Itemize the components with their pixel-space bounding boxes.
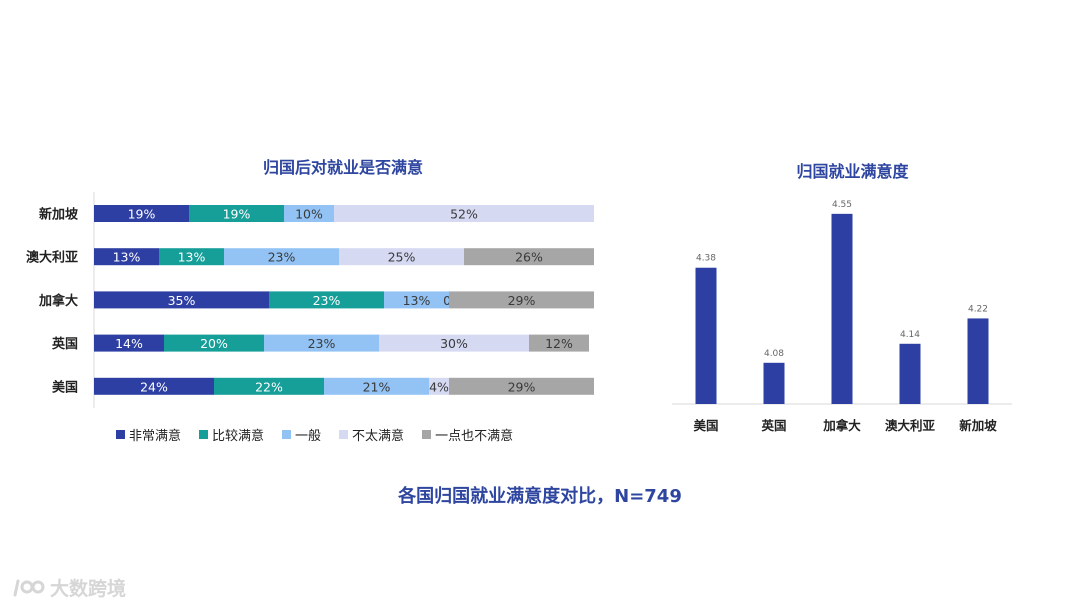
- legend-label: 一点也不满意: [435, 429, 514, 444]
- stacked-bar-segment: [269, 291, 384, 309]
- watermark-logo-icon: [13, 579, 45, 596]
- stacked-bar-segment: [164, 334, 264, 352]
- watermark: 大数跨境: [12, 574, 126, 601]
- segment-data-label: 19%: [128, 207, 156, 222]
- stacked-chart-legend: 非常满意 比较满意 一般 不太满意 一点也不满意: [116, 425, 531, 444]
- stacked-bar-segment: [464, 248, 594, 266]
- segment-data-label: 23%: [308, 336, 336, 351]
- segment-data-label: 14%: [115, 336, 143, 351]
- column-bar: [763, 362, 785, 404]
- column-value-label: 4.22: [968, 304, 988, 314]
- stacked-bar-segment: [449, 291, 594, 309]
- column-category-label: 新加坡: [959, 418, 997, 433]
- stacked-bar-segment: [264, 334, 379, 352]
- category-label: 新加坡: [39, 207, 79, 223]
- legend-swatch: [422, 430, 432, 439]
- legend-label: 比较满意: [212, 429, 265, 444]
- segment-data-label: 30%: [440, 336, 468, 351]
- stacked-bar-segment: [339, 248, 464, 266]
- segment-data-label: 29%: [508, 379, 536, 394]
- figure-caption: 各国归国就业满意度对比，N=749: [398, 486, 682, 507]
- stacked-bar-segment: [449, 377, 594, 395]
- segment-data-label: 13%: [113, 250, 141, 265]
- watermark-text: 大数跨境: [50, 578, 127, 600]
- stacked-bar-segment: [334, 205, 594, 222]
- segment-data-label: 24%: [140, 379, 168, 394]
- segment-data-label: 29%: [508, 293, 536, 308]
- column-value-label: 4.55: [832, 200, 852, 210]
- column-bar: [831, 213, 853, 404]
- segment-data-label: 13%: [178, 250, 206, 265]
- segment-data-label: 23%: [313, 293, 341, 308]
- segment-data-label: 22%: [255, 379, 283, 394]
- stacked-bar-segment: [224, 248, 339, 266]
- stacked-bar-segment: [324, 377, 429, 395]
- stacked-bar-segment: [529, 334, 589, 352]
- legend-swatch: [282, 430, 292, 439]
- segment-data-label: 20%: [200, 336, 228, 351]
- stacked-bar-segment: [159, 248, 224, 266]
- legend-swatch: [199, 430, 209, 439]
- legend-label: 非常满意: [129, 429, 182, 444]
- stacked-chart-title: 归国后对就业是否满意: [262, 158, 423, 177]
- column-value-label: 4.14: [900, 330, 920, 340]
- segment-data-label: 19%: [223, 207, 251, 222]
- legend-swatch: [339, 430, 349, 439]
- stacked-bar-segment: [429, 377, 449, 395]
- category-label: 澳大利亚: [26, 250, 78, 266]
- stacked-bar-segment: [94, 334, 164, 352]
- stacked-bar-segment: [189, 205, 284, 222]
- stacked-bar-segment: [94, 377, 214, 395]
- column-category-label: 美国: [693, 418, 718, 433]
- column-bar: [695, 267, 717, 404]
- segment-data-label: 4%: [429, 379, 449, 394]
- category-label: 加拿大: [38, 293, 78, 309]
- legend-item: 非常满意: [116, 425, 181, 444]
- segment-data-label: 23%: [268, 250, 296, 265]
- column-category-label: 加拿大: [822, 418, 861, 433]
- column-value-label: 4.08: [764, 349, 784, 359]
- segment-data-label: 10%: [295, 207, 323, 222]
- stacked-bar-segment: [214, 377, 324, 395]
- segment-data-label: 21%: [363, 379, 391, 394]
- column-category-label: 英国: [761, 418, 786, 433]
- column-category-label: 澳大利亚: [885, 418, 936, 433]
- segment-data-label: 52%: [450, 207, 478, 222]
- column-bar: [967, 318, 989, 404]
- segment-data-label: 35%: [168, 293, 196, 308]
- segment-data-label: 12%: [545, 336, 573, 351]
- stacked-bar-segment: [94, 291, 269, 309]
- column-value-label: 4.38: [696, 254, 716, 264]
- legend-label: 一般: [295, 429, 322, 444]
- segment-data-label: 25%: [388, 250, 416, 265]
- category-label: 美国: [52, 379, 78, 395]
- stacked-bar-segment: [94, 205, 189, 222]
- column-chart-title: 归国就业满意度: [796, 162, 909, 181]
- column-bar: [899, 343, 921, 404]
- legend-swatch: [116, 430, 125, 439]
- segment-data-label: 13%: [403, 293, 431, 308]
- category-label: 英国: [51, 336, 78, 352]
- legend-item: 不太满意: [339, 425, 404, 444]
- segment-data-label: 26%: [515, 250, 543, 265]
- stacked-bar-segment: [94, 248, 159, 266]
- legend-item: 比较满意: [199, 425, 264, 444]
- legend-item: 一点也不满意: [422, 425, 513, 444]
- stacked-bar-segment: [379, 334, 529, 352]
- legend-label: 不太满意: [352, 429, 405, 444]
- stacked-bar-segment: [284, 205, 334, 222]
- stacked-bar-segment: [384, 291, 449, 309]
- legend-item: 一般: [282, 425, 321, 444]
